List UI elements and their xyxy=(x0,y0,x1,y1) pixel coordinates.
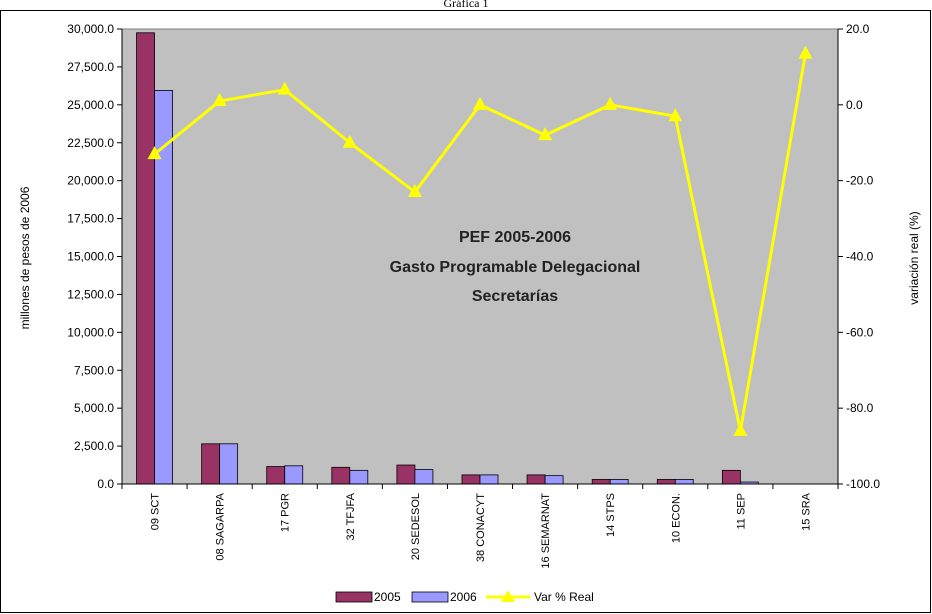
y-tick-label-left: 7,500.0 xyxy=(74,363,114,377)
y-axis-label-left: millones de pesos de 2006 xyxy=(18,186,32,329)
bar-2005 xyxy=(396,464,416,485)
bar-2005 xyxy=(721,469,741,485)
legend-marker-var xyxy=(501,590,515,602)
y-tick-label-left: 2,500.0 xyxy=(74,439,114,453)
var-real-point xyxy=(147,146,162,160)
x-tick-label: 10 ECON. xyxy=(670,493,682,543)
x-tick-label: 16 SEMARNAT xyxy=(540,493,552,569)
x-tick-label: 09 SCT xyxy=(150,493,162,531)
x-tick-label: 08 SAGARPA xyxy=(215,492,227,560)
bar-2005 xyxy=(526,474,546,485)
y-tick-label-left: 27,500.0 xyxy=(67,60,114,74)
legend-label-2006: 2006 xyxy=(450,590,477,604)
axes: 0.0 2,500.0 5,000.0 7,500.0 10,000.0 12,500.0… xyxy=(67,22,880,569)
legend-label-2005: 2005 xyxy=(374,590,401,604)
x-tick-label: 32 TFJFA xyxy=(345,492,357,540)
y-tick-label-right: -40.0 xyxy=(846,250,874,264)
y-tick-label-right: 20.0 xyxy=(846,22,870,36)
x-tick-label: 11 SEP xyxy=(735,493,747,530)
x-tick-label: 17 PGR xyxy=(280,493,292,532)
var-real-point xyxy=(342,134,357,148)
legend-swatch-2005 xyxy=(335,591,373,603)
x-tick-label: 14 STPS xyxy=(605,493,617,537)
chart-border xyxy=(0,10,931,613)
y-tick-label-right: -80.0 xyxy=(846,401,874,415)
legend-swatch-2006 xyxy=(411,591,449,603)
chart-title-line-2: Gasto Programable Delegacional xyxy=(390,259,641,276)
y-tick-label-right: -20.0 xyxy=(846,174,874,188)
bar-2006 xyxy=(609,479,629,485)
var-real-point xyxy=(277,81,292,95)
chart-title-line-3: Secretarías xyxy=(472,288,558,305)
y-tick-label-left: 17,500.0 xyxy=(67,212,114,226)
chart-title-line-1: PEF 2005-2006 xyxy=(459,229,571,246)
var-real-point xyxy=(538,127,553,141)
bar-2005 xyxy=(591,479,611,485)
y-tick-label-left: 5,000.0 xyxy=(74,401,114,415)
var-real-point xyxy=(603,96,618,110)
legend: 2005 2006 Var % Real xyxy=(335,590,594,604)
y-tick-label-left: 0.0 xyxy=(97,477,114,491)
bar-2006 xyxy=(284,465,304,485)
y-tick-label-right: 0.0 xyxy=(846,98,863,112)
var-real-point xyxy=(668,108,683,122)
y-tick-label-left: 22,500.0 xyxy=(67,136,114,150)
bar-2006 xyxy=(414,469,434,485)
x-tick-label: 20 SEDESOL xyxy=(410,493,422,560)
bar-2005 xyxy=(136,32,155,485)
y-tick-label-left: 12,500.0 xyxy=(67,287,114,301)
y-axis-label-right: variación real (%) xyxy=(907,211,921,304)
var-real-point xyxy=(798,45,813,59)
var-real-point xyxy=(733,422,748,436)
var-real-point xyxy=(473,96,487,110)
y-tick-label-left: 25,000.0 xyxy=(67,98,114,112)
bar-2005 xyxy=(461,474,481,485)
bar-2006 xyxy=(219,443,239,485)
y-tick-label-left: 15,000.0 xyxy=(67,250,114,264)
y-tick-label-left: 30,000.0 xyxy=(67,22,114,36)
x-tick-label: 15 SRA xyxy=(800,492,812,531)
bar-2005 xyxy=(331,466,351,485)
figure-label: Gráfica 1 xyxy=(444,0,489,10)
legend-label-var: Var % Real xyxy=(534,590,594,604)
bar-2006 xyxy=(674,479,694,485)
y-tick-label-right: -100.0 xyxy=(846,477,880,491)
bar-2006 xyxy=(544,475,564,485)
bar-series xyxy=(136,32,759,485)
y-tick-label-left: 10,000.0 xyxy=(67,325,114,339)
x-tick-label: 38 CONACYT xyxy=(475,493,487,562)
bar-2005 xyxy=(656,479,676,485)
bar-2006 xyxy=(349,469,369,485)
var-real-point xyxy=(212,93,227,107)
bar-2006 xyxy=(479,474,499,485)
var-real-point xyxy=(407,184,422,198)
y-tick-label-right: -60.0 xyxy=(846,325,874,339)
line-series xyxy=(147,45,813,436)
chart-title: PEF 2005-2006 Gasto Programable Delegaci… xyxy=(390,229,641,305)
bar-2005 xyxy=(201,443,221,485)
y-tick-label-left: 20,000.0 xyxy=(67,174,114,188)
bar-2006 xyxy=(154,90,173,485)
bar-2005 xyxy=(266,466,286,485)
